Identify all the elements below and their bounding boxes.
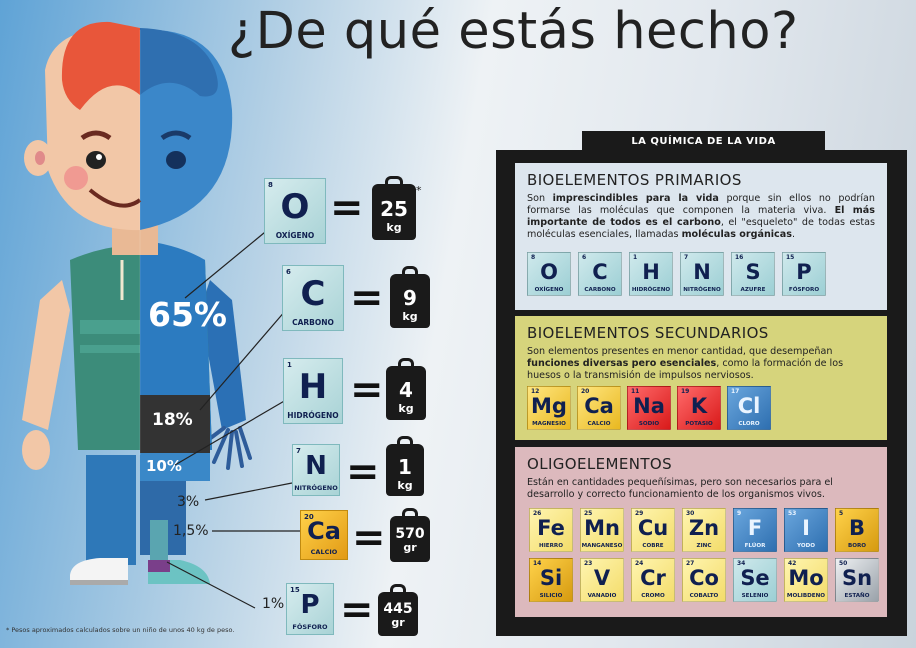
pct-calcium: 1,5% xyxy=(173,523,209,539)
equals-sign: = xyxy=(352,515,386,561)
weight-nitrogen: 1 kg xyxy=(386,436,424,496)
element-tile: 1 H HIDRÓGENO xyxy=(629,252,673,296)
section-text: Son elementos presentes en menor cantida… xyxy=(527,346,844,381)
pct-carbon: 18% xyxy=(152,410,193,430)
element-tile: 23 V VANADIO xyxy=(580,558,624,602)
element-tile: 34 Se SELENIO xyxy=(733,558,777,602)
element-name: OXÍGENO xyxy=(275,231,315,240)
element-tile: 53 I YODO xyxy=(784,508,828,552)
pct-nitrogen: 3% xyxy=(177,494,200,510)
weight-calcium: 570 gr xyxy=(390,508,430,562)
element-symbol: C xyxy=(300,274,326,314)
element-symbol: O xyxy=(280,187,310,227)
element-symbol: H xyxy=(298,367,328,407)
section-text: Están en cantidades pequeñísimas, pero s… xyxy=(527,477,833,500)
element-name: HIDRÓGENO xyxy=(287,411,339,420)
element-name: CALCIO xyxy=(310,548,338,556)
pct-oxygen: 65% xyxy=(148,295,227,334)
element-tile: 50 Sn ESTAÑO xyxy=(835,558,879,602)
composition-tile-oxygen: 8 O OXÍGENO xyxy=(264,178,326,244)
section-title: BIOELEMENTOS SECUNDARIOS xyxy=(527,324,769,342)
element-tile: 20 Ca CALCIO xyxy=(577,386,621,430)
element-tile: 29 Cu COBRE xyxy=(631,508,675,552)
page-title: ¿De qué estás hecho? xyxy=(228,2,799,61)
element-symbol: N xyxy=(305,451,327,481)
boy-illustration xyxy=(22,21,252,585)
element-tile: 14 Si SILICIO xyxy=(529,558,573,602)
equals-sign: = xyxy=(340,587,374,633)
weight-hydrogen: 4 kg xyxy=(386,358,426,420)
equals-sign: = xyxy=(330,185,364,231)
element-tile: 26 Fe HIERRO xyxy=(529,508,573,552)
element-tile: 16 S AZUFRE xyxy=(731,252,775,296)
element-tile: 24 Cr CROMO xyxy=(631,558,675,602)
section-title: BIOELEMENTOS PRIMARIOS xyxy=(527,171,742,189)
element-tile: 9 F FLÚOR xyxy=(733,508,777,552)
equals-sign: = xyxy=(346,449,380,495)
element-name: NITRÓGENO xyxy=(294,484,338,492)
pct-hydrogen: 10% xyxy=(146,457,182,475)
panel-header: LA QUÍMICA DE LA VIDA xyxy=(582,131,825,153)
element-tile: 11 Na SODIO xyxy=(627,386,671,430)
element-symbol: Ca xyxy=(307,517,341,545)
composition-tile-nitrogen: 7 N NITRÓGENO xyxy=(292,444,340,496)
composition-tile-carbon: 6 C CARBONO xyxy=(282,265,344,331)
pct-phosphorus: 1% xyxy=(262,596,285,612)
element-tile: 6 C CARBONO xyxy=(578,252,622,296)
asterisk: * xyxy=(416,184,422,197)
section-title: OLIGOELEMENTOS xyxy=(527,455,673,473)
weight-oxygen: 25 kg xyxy=(372,176,416,240)
element-name: CARBONO xyxy=(292,318,334,327)
section-text: Son imprescindibles para la vida porque … xyxy=(527,193,875,240)
element-tile: 12 Mg MAGNESIO xyxy=(527,386,571,430)
element-tile: 7 N NITRÓGENO xyxy=(680,252,724,296)
element-tile: 19 K POTASIO xyxy=(677,386,721,430)
element-tile: 8 O OXÍGENO xyxy=(527,252,571,296)
element-tile: 42 Mo MOLIBDENO xyxy=(784,558,828,602)
equals-sign: = xyxy=(350,367,384,413)
composition-tile-phosphorus: 15 P FÓSFORO xyxy=(286,583,334,635)
element-tile: 30 Zn ZINC xyxy=(682,508,726,552)
element-symbol: P xyxy=(300,590,320,620)
element-tile: 5 B BORO xyxy=(835,508,879,552)
element-tile: 17 Cl CLORO xyxy=(727,386,771,430)
weight-phosphorus: 445 gr xyxy=(378,584,418,636)
element-tile: 27 Co COBALTO xyxy=(682,558,726,602)
equals-sign: = xyxy=(350,275,384,321)
weight-carbon: 9 kg xyxy=(390,266,430,328)
composition-tile-calcium: 20 Ca CALCIO xyxy=(300,510,348,560)
footnote: * Pesos aproximados calculados sobre un … xyxy=(6,626,235,634)
element-name: FÓSFORO xyxy=(292,623,328,631)
composition-tile-hydrogen: 1 H HIDRÓGENO xyxy=(283,358,343,424)
element-tile: 25 Mn MANGANESO xyxy=(580,508,624,552)
element-tile: 15 P FÓSFORO xyxy=(782,252,826,296)
